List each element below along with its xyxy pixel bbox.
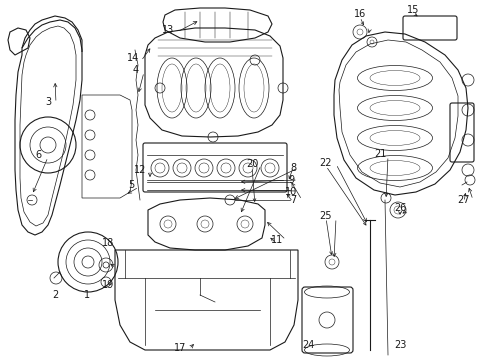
Text: 27: 27 bbox=[457, 195, 469, 205]
Text: 7: 7 bbox=[289, 195, 296, 205]
Text: 16: 16 bbox=[353, 9, 366, 19]
Text: 21: 21 bbox=[373, 149, 386, 159]
Text: 24: 24 bbox=[301, 340, 314, 350]
Text: 4: 4 bbox=[133, 65, 139, 75]
Text: 12: 12 bbox=[134, 165, 146, 175]
Text: 15: 15 bbox=[406, 5, 418, 15]
Text: 18: 18 bbox=[102, 238, 114, 248]
Text: 1: 1 bbox=[84, 290, 90, 300]
Text: 5: 5 bbox=[128, 180, 134, 190]
Text: 3: 3 bbox=[45, 97, 51, 107]
Text: 14: 14 bbox=[126, 53, 139, 63]
Text: 22: 22 bbox=[319, 158, 331, 168]
Text: 6: 6 bbox=[35, 150, 41, 160]
Text: 2: 2 bbox=[52, 290, 58, 300]
Text: 8: 8 bbox=[289, 163, 295, 173]
Text: 17: 17 bbox=[173, 343, 186, 353]
Text: 13: 13 bbox=[162, 25, 174, 35]
Text: 20: 20 bbox=[245, 159, 258, 169]
Text: 10: 10 bbox=[285, 187, 297, 197]
Text: 11: 11 bbox=[270, 235, 283, 245]
Text: 26: 26 bbox=[393, 203, 406, 213]
Text: 23: 23 bbox=[393, 340, 406, 350]
Text: 9: 9 bbox=[287, 175, 293, 185]
Text: 25: 25 bbox=[319, 211, 331, 221]
Text: 19: 19 bbox=[102, 280, 114, 290]
